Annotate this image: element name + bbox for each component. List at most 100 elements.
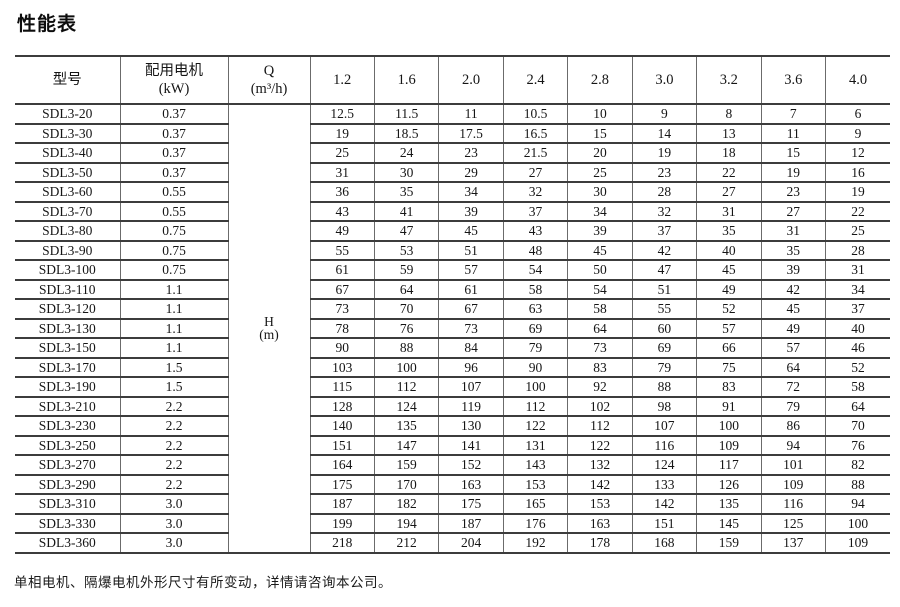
head-value-cell: 69 xyxy=(502,317,569,339)
head-value-cell: 199 xyxy=(309,512,375,534)
head-value-cell: 30 xyxy=(373,161,440,183)
head-value-cell: 55 xyxy=(631,298,698,320)
col-header-flow-value: 3.6 xyxy=(760,55,827,105)
table-row: SDL3-210 2.2 128 124 119 112 102 98 91 79 64 xyxy=(15,395,890,417)
col-header-flow-value: 2.0 xyxy=(438,55,504,105)
head-value-cell: 151 xyxy=(309,434,375,456)
head-value-cell: 112 xyxy=(502,395,569,417)
col-header-flow-value: 2.8 xyxy=(567,55,633,105)
head-value-cell: 116 xyxy=(760,493,827,515)
head-value-cell: 75 xyxy=(696,356,762,378)
head-value-cell: 19 xyxy=(825,181,890,203)
head-value-cell: 64 xyxy=(825,395,890,417)
motor-power-cell: 0.37 xyxy=(119,142,229,164)
model-cell: SDL3-120 xyxy=(15,298,121,320)
head-value-cell: 122 xyxy=(567,434,633,456)
head-value-cell: 88 xyxy=(825,473,890,495)
head-value-cell: 115 xyxy=(309,376,375,398)
head-value-cell: 15 xyxy=(567,122,633,144)
motor-power-cell: 0.37 xyxy=(119,122,229,144)
head-value-cell: 40 xyxy=(696,239,762,261)
head-value-cell: 49 xyxy=(309,220,375,242)
table-row: SDL3-110 1.1 67 64 61 58 54 51 49 42 34 xyxy=(15,278,890,300)
head-value-cell: 78 xyxy=(309,317,375,339)
head-value-cell: 19 xyxy=(631,142,698,164)
head-value-cell: 12.5 xyxy=(309,103,375,125)
table-row: SDL3-270 2.2 164 159 152 143 132 124 117 101 82 xyxy=(15,454,890,476)
head-value-cell: 51 xyxy=(438,239,504,261)
head-value-cell: 9 xyxy=(631,103,698,125)
head-value-cell: 12 xyxy=(825,142,890,164)
head-value-cell: 58 xyxy=(567,298,633,320)
head-unit: (m) xyxy=(259,327,279,343)
head-value-cell: 109 xyxy=(825,532,890,554)
head-value-cell: 101 xyxy=(760,454,827,476)
head-value-cell: 60 xyxy=(631,317,698,339)
head-value-cell: 31 xyxy=(760,220,827,242)
table-row: SDL3-250 2.2 151 147 141 131 122 116 109 94 76 xyxy=(15,434,890,456)
head-value-cell: 88 xyxy=(631,376,698,398)
model-cell: SDL3-90 xyxy=(15,239,121,261)
head-value-cell: 15 xyxy=(760,142,827,164)
head-value-cell: 37 xyxy=(631,220,698,242)
table-row: SDL3-310 3.0 187 182 175 165 153 142 135 116 94 xyxy=(15,493,890,515)
head-value-cell: 135 xyxy=(373,415,440,437)
head-value-cell: 58 xyxy=(502,278,569,300)
motor-power-cell: 1.5 xyxy=(119,356,229,378)
head-value-cell: 176 xyxy=(502,512,569,534)
col-header-flow-value: 1.2 xyxy=(309,55,375,105)
head-value-cell: 70 xyxy=(825,415,890,437)
table-row: SDL3-70 0.55 43 41 39 37 34 32 31 27 22 xyxy=(15,200,890,222)
head-value-cell: 54 xyxy=(502,259,569,281)
head-value-cell: 35 xyxy=(760,239,827,261)
head-unit-merged-cell: H (m) xyxy=(227,103,311,554)
head-value-cell: 119 xyxy=(438,395,504,417)
head-value-cell: 178 xyxy=(567,532,633,554)
head-value-cell: 64 xyxy=(760,356,827,378)
head-value-cell: 163 xyxy=(567,512,633,534)
head-value-cell: 67 xyxy=(438,298,504,320)
head-value-cell: 92 xyxy=(567,376,633,398)
head-value-cell: 100 xyxy=(825,512,890,534)
head-value-cell: 31 xyxy=(825,259,890,281)
table-row: SDL3-80 0.75 49 47 45 43 39 37 35 31 25 xyxy=(15,220,890,242)
head-value-cell: 83 xyxy=(696,376,762,398)
head-value-cell: 132 xyxy=(567,454,633,476)
model-cell: SDL3-210 xyxy=(15,395,121,417)
head-value-cell: 137 xyxy=(760,532,827,554)
head-value-cell: 53 xyxy=(373,239,440,261)
model-cell: SDL3-70 xyxy=(15,200,121,222)
motor-power-cell: 3.0 xyxy=(119,512,229,534)
head-value-cell: 52 xyxy=(825,356,890,378)
head-value-cell: 27 xyxy=(696,181,762,203)
model-cell: SDL3-30 xyxy=(15,122,121,144)
head-value-cell: 170 xyxy=(373,473,440,495)
head-value-cell: 37 xyxy=(502,200,569,222)
head-value-cell: 143 xyxy=(502,454,569,476)
head-value-cell: 128 xyxy=(309,395,375,417)
head-value-cell: 55 xyxy=(309,239,375,261)
head-value-cell: 11 xyxy=(438,103,504,125)
head-value-cell: 175 xyxy=(438,493,504,515)
table-row: SDL3-90 0.75 55 53 51 48 45 42 40 35 28 xyxy=(15,239,890,261)
head-value-cell: 28 xyxy=(825,239,890,261)
motor-power-cell: 1.1 xyxy=(119,337,229,359)
col-header-model: 型号 xyxy=(15,55,121,105)
head-value-cell: 30 xyxy=(567,181,633,203)
motor-power-cell: 2.2 xyxy=(119,473,229,495)
head-value-cell: 35 xyxy=(373,181,440,203)
head-value-cell: 37 xyxy=(825,298,890,320)
head-value-cell: 48 xyxy=(502,239,569,261)
head-value-cell: 151 xyxy=(631,512,698,534)
model-cell: SDL3-250 xyxy=(15,434,121,456)
head-value-cell: 100 xyxy=(696,415,762,437)
head-value-cell: 11 xyxy=(760,122,827,144)
model-cell: SDL3-50 xyxy=(15,161,121,183)
col-header-flow-value: 3.0 xyxy=(631,55,698,105)
head-value-cell: 82 xyxy=(825,454,890,476)
model-cell: SDL3-310 xyxy=(15,493,121,515)
head-value-cell: 175 xyxy=(309,473,375,495)
model-cell: SDL3-190 xyxy=(15,376,121,398)
model-cell: SDL3-130 xyxy=(15,317,121,339)
table-row: SDL3-40 0.37 25 24 23 21.5 20 19 18 15 12 xyxy=(15,142,890,164)
